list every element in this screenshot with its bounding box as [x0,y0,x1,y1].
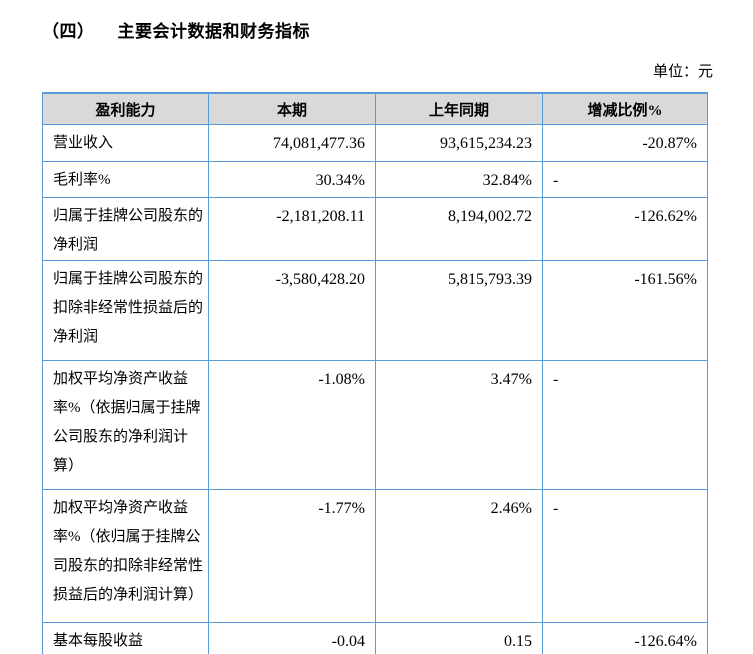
row-label: 归属于挂牌公司股东的净利润 [42,197,209,261]
change-value: -126.64% [542,622,708,654]
prior-value: 32.84% [375,161,543,198]
table-row-weighted-roe: 加权平均净资产收益率%（依据归属于挂牌公司股东的净利润计算） -1.08% 3.… [42,360,708,490]
row-label: 加权平均净资产收益率%（依归属于挂牌公司股东的扣除非经常性损益后的净利润计算） [42,489,209,623]
table-row-net-profit-excl-nonrecurring: 归属于挂牌公司股东的扣除非经常性损益后的净利润 -3,580,428.20 5,… [42,260,708,361]
prior-value: 2.46% [375,489,543,623]
table-row-revenue: 营业收入 74,081,477.36 93,615,234.23 -20.87% [42,124,708,162]
section-heading: （四） 主要会计数据和财务指标 [42,22,707,42]
table-row-net-profit: 归属于挂牌公司股东的净利润 -2,181,208.11 8,194,002.72… [42,197,708,261]
table-header-row: 盈利能力 本期 上年同期 增减比例% [42,92,708,125]
header-cell-profitability: 盈利能力 [42,92,209,125]
header-cell-prior-period: 上年同期 [375,92,543,125]
change-value: -126.62% [542,197,708,261]
table-row-weighted-roe-excl-nonrecurring: 加权平均净资产收益率%（依归属于挂牌公司股东的扣除非经常性损益后的净利润计算） … [42,489,708,623]
financial-indicators-table: 盈利能力 本期 上年同期 增减比例% 营业收入 74,081,477.36 93… [42,92,708,654]
current-value: 30.34% [208,161,376,198]
row-label: 营业收入 [42,124,209,162]
change-value: -161.56% [542,260,708,361]
prior-value: 3.47% [375,360,543,490]
row-label: 基本每股收益 [42,622,209,654]
table-row-gross-margin: 毛利率% 30.34% 32.84% - [42,161,708,198]
row-label: 归属于挂牌公司股东的扣除非经常性损益后的净利润 [42,260,209,361]
header-cell-current-period: 本期 [208,92,376,125]
change-value: - [542,360,708,490]
change-value: -20.87% [542,124,708,162]
current-value: -3,580,428.20 [208,260,376,361]
current-value: -0.04 [208,622,376,654]
change-value: - [542,489,708,623]
current-value: 74,081,477.36 [208,124,376,162]
prior-value: 93,615,234.23 [375,124,543,162]
prior-value: 0.15 [375,622,543,654]
section-title: 主要会计数据和财务指标 [117,22,310,41]
row-label: 毛利率% [42,161,209,198]
prior-value: 8,194,002.72 [375,197,543,261]
current-value: -2,181,208.11 [208,197,376,261]
current-value: -1.77% [208,489,376,623]
table-row-basic-eps: 基本每股收益 -0.04 0.15 -126.64% [42,622,708,654]
unit-note: 单位：元 [652,64,713,80]
prior-value: 5,815,793.39 [375,260,543,361]
header-cell-change-ratio: 增减比例% [542,92,708,125]
section-number: （四） [42,22,95,41]
current-value: -1.08% [208,360,376,490]
row-label: 加权平均净资产收益率%（依据归属于挂牌公司股东的净利润计算） [42,360,209,490]
change-value: - [542,161,708,198]
